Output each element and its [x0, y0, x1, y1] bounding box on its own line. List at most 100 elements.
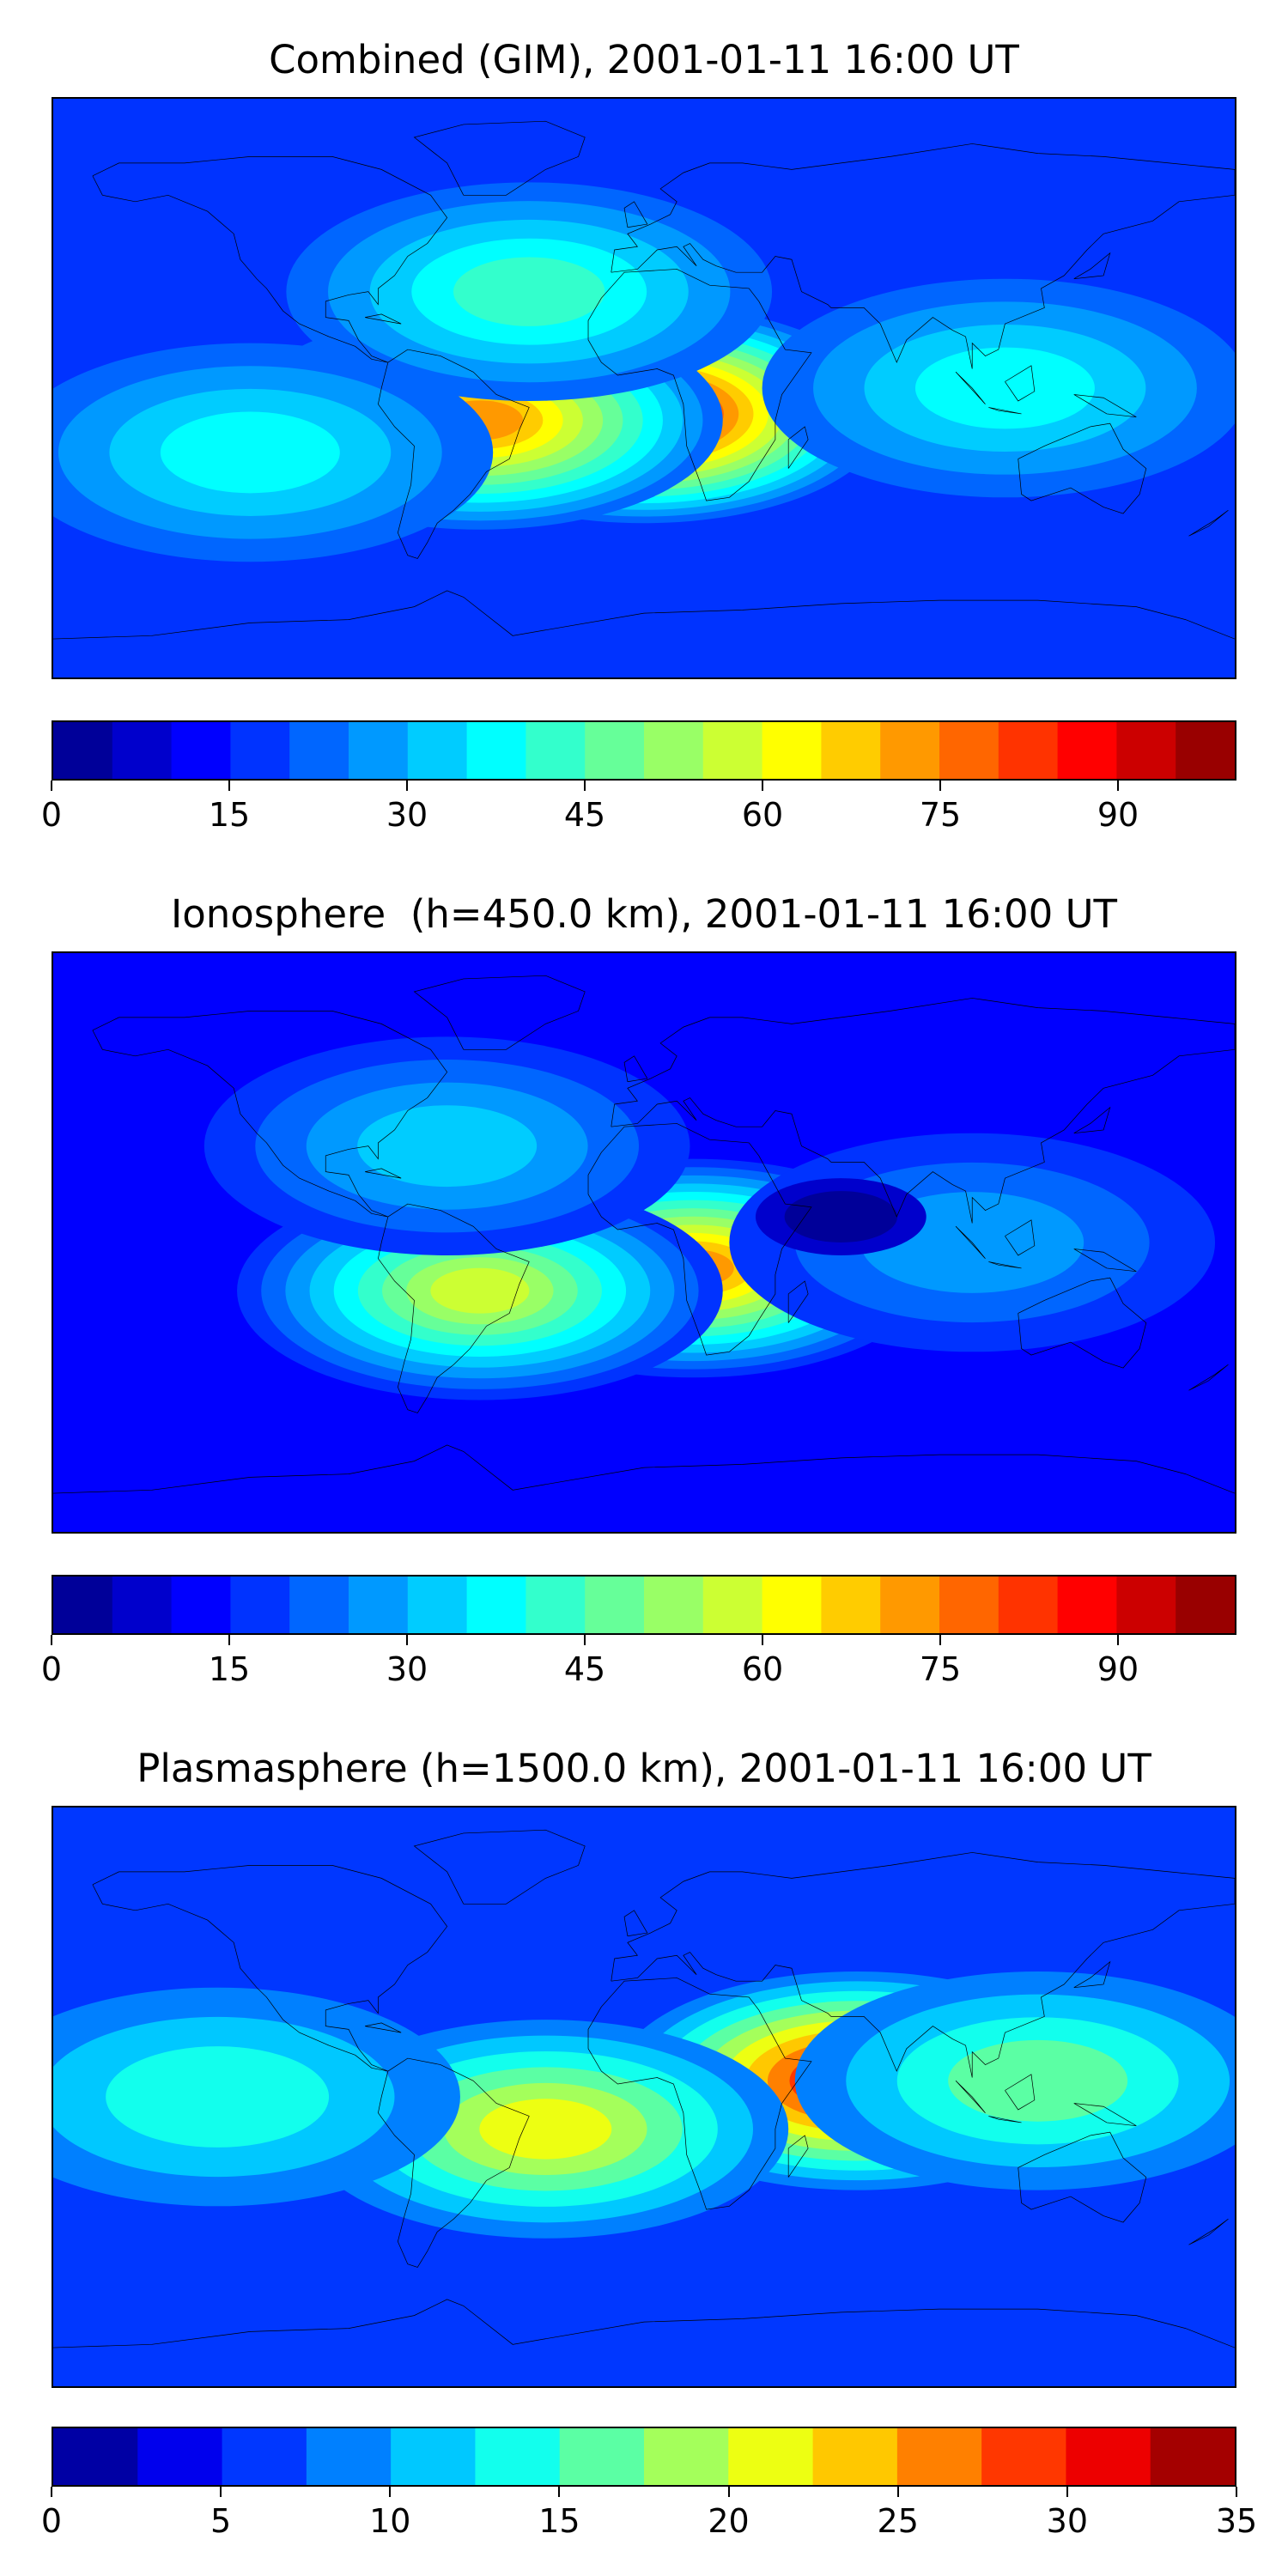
coastline — [956, 2081, 985, 2112]
contour-level — [430, 1267, 530, 1314]
colorbar-bin — [53, 1577, 113, 1633]
colorbar-tick — [228, 1635, 230, 1645]
coastline — [611, 998, 1235, 1223]
colorbar-bin — [702, 722, 763, 779]
coastline — [588, 1978, 811, 2209]
colorbar-bin — [349, 722, 409, 779]
colorbar-bin — [407, 722, 468, 779]
colorbar-bin — [53, 2428, 138, 2485]
colorbar-bin — [407, 1577, 468, 1633]
coastlines — [53, 975, 1235, 1493]
coastline — [788, 1281, 808, 1323]
colorbar-tick-label: 75 — [919, 1650, 962, 1688]
contour-level — [948, 2039, 1128, 2122]
colorbar-tick-label: 15 — [538, 2502, 580, 2540]
coastline — [956, 1226, 985, 1258]
coastline — [624, 202, 647, 228]
colorbar-bin — [230, 1577, 290, 1633]
colorbar-bin — [475, 2428, 561, 2485]
contour-peak — [237, 1181, 723, 1400]
colorbar-tick — [406, 781, 408, 791]
coastline — [1074, 1249, 1137, 1271]
coastline — [1005, 2075, 1034, 2110]
colorbar-tick-label: 15 — [208, 1650, 251, 1688]
colorbar-bin — [644, 1577, 704, 1633]
map-ionosphere — [52, 951, 1236, 1534]
colorbar-bin — [112, 1577, 173, 1633]
panel-title-plasmasphere: Plasmasphere (h=1500.0 km), 2001-01-11 1… — [137, 1746, 1151, 1791]
colorbar-tick — [584, 1635, 586, 1645]
colorbar-tick — [584, 781, 586, 791]
panel-title-ionosphere: Ionosphere (h=450.0 km), 2001-01-11 16:0… — [170, 891, 1118, 937]
panel-title-combined: Combined (GIM), 2001-01-11 16:00 UT — [269, 37, 1019, 82]
colorbar-tick-label: 30 — [1046, 2502, 1089, 2540]
coastline — [611, 1852, 1235, 2077]
colorbar-bin — [939, 1577, 999, 1633]
coastline — [53, 2300, 1235, 2348]
contour-level — [479, 2099, 612, 2160]
colorbar-tick — [228, 781, 230, 791]
colorbar-bins — [53, 1577, 1235, 1633]
coastline — [1005, 366, 1034, 401]
colorbar-tick-label: 60 — [741, 796, 784, 834]
coastline — [988, 1261, 1021, 1267]
colorbar-bin — [53, 722, 113, 779]
colorbar-tick — [1066, 2487, 1068, 2497]
colorbar-tick-label: 5 — [210, 2502, 232, 2540]
colorbar-bin — [998, 1577, 1059, 1633]
colorbar-tick-label: 75 — [919, 796, 962, 834]
colorbar-tick — [1236, 2487, 1237, 2497]
colorbar-bin — [349, 1577, 409, 1633]
colorbar-bin — [728, 2428, 814, 2485]
coastline — [414, 975, 585, 1049]
coastline — [365, 2023, 401, 2032]
contour-peak — [53, 343, 494, 562]
contour-map — [53, 1807, 1235, 2386]
colorbar-ticks: 0 15 30 45 60 75 90 — [41, 1635, 1236, 1688]
coastline — [988, 2116, 1021, 2122]
colorbar-bin — [112, 722, 173, 779]
colorbar-bin — [171, 722, 231, 779]
colorbar-tick — [389, 2487, 392, 2497]
colorbar-tick — [558, 2487, 561, 2497]
coastline — [1188, 510, 1228, 536]
colorbar-bins — [53, 722, 1235, 779]
contour-peak — [762, 278, 1235, 498]
colorbar-tick-label: 30 — [386, 796, 428, 834]
coastline — [956, 372, 985, 404]
contour-level — [453, 257, 605, 326]
colorbar-tick — [939, 781, 941, 791]
coastline — [624, 1911, 647, 1936]
colorbar-bin — [1116, 1577, 1176, 1633]
colorbar-bin — [526, 722, 586, 779]
colorbar-bin — [1057, 1577, 1117, 1633]
coastline — [1074, 2103, 1137, 2125]
colorbar-ticks: 0 5 10 15 20 25 30 35 — [41, 2487, 1257, 2540]
colorbar-combined — [52, 720, 1236, 781]
colorbar-bin — [644, 2428, 729, 2485]
colorbar-bin — [289, 1577, 349, 1633]
colorbar-tick — [1117, 1635, 1119, 1645]
coastline — [788, 427, 808, 469]
colorbar-bin — [998, 722, 1059, 779]
colorbar-bin — [559, 2428, 645, 2485]
coastline — [1005, 1220, 1034, 1255]
colorbar-tick-label: 20 — [708, 2502, 750, 2540]
colorbar-bin — [896, 2428, 982, 2485]
coastline — [1018, 2132, 1146, 2222]
coastlines — [53, 121, 1235, 639]
colorbar-bin — [1176, 722, 1235, 779]
map-plasmasphere — [52, 1806, 1236, 2388]
coastline — [1018, 423, 1146, 513]
coastline — [588, 1123, 811, 1355]
coastline — [93, 1011, 447, 1217]
colorbar-ionosphere — [52, 1575, 1236, 1635]
colorbar-tick — [762, 781, 763, 791]
contour-map — [53, 953, 1235, 1532]
contour-peak — [794, 1971, 1235, 2190]
colorbar-bin — [821, 722, 881, 779]
colorbar-tick — [939, 1635, 941, 1645]
colorbar-bin — [762, 722, 822, 779]
colorbar-bin — [1150, 2428, 1235, 2485]
colorbar-tick-label: 15 — [208, 796, 251, 834]
